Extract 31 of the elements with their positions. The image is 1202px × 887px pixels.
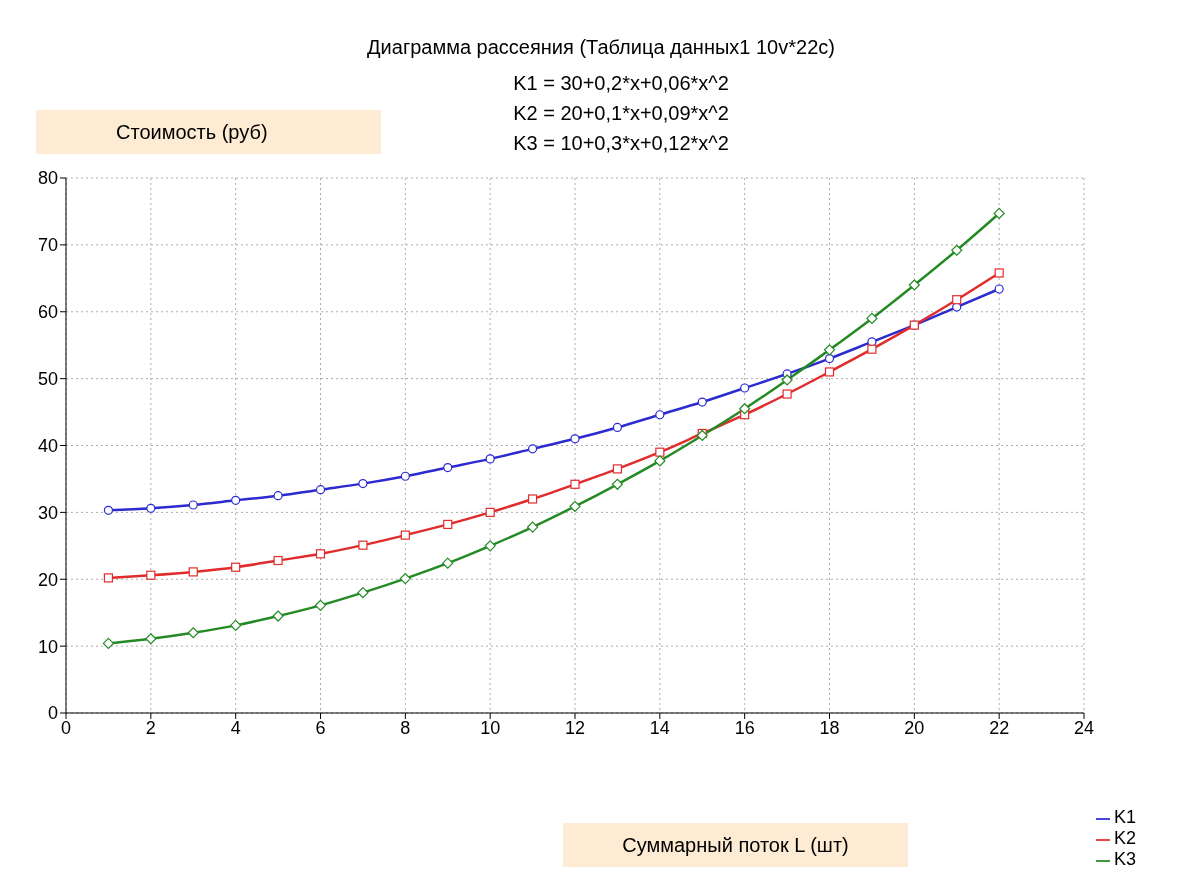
x-tick-label: 14 [649,717,670,738]
x-tick-label: 6 [315,717,326,738]
legend-label: K2 [1114,828,1137,848]
x-tick-label: 0 [60,717,72,738]
x-axis-title: Суммарный поток L (шт) [563,823,908,867]
x-tick-label: 4 [230,717,241,738]
y-tick-label: 60 [37,302,58,323]
y-tick-label: 80 [37,168,58,189]
x-tick-label: 8 [400,717,411,738]
text: K3 = 10+0,3*x+0,12*x^2 [513,132,729,154]
y-tick-label: 0 [47,703,58,724]
text: K1 = 30+0,2*x+0,06*x^2 [512,71,730,96]
y-tick-label: 30 [37,502,58,523]
y-axis-title: Стоимость (руб) [36,110,381,154]
x-tick-label: 20 [904,717,925,738]
chart-title: Диаграмма рассеяния (Таблица данных1 10v*22c) [366,36,836,59]
x-tick-label: 12 [564,717,586,738]
legend-label: K3 [1114,849,1137,869]
x-tick-label: 24 [1073,717,1095,738]
y-tick-label: 40 [37,435,58,456]
x-tick-label: 2 [145,717,156,738]
y-tick-label: 50 [37,369,58,390]
y-tick-label: 20 [37,569,58,590]
y-tick-label: 70 [37,235,58,256]
x-tick-label: 16 [734,717,755,738]
x-tick-label: 18 [819,717,840,738]
x-tick-label: 22 [989,717,1010,738]
legend-label: K1 [1114,807,1137,827]
text: K2 = 20+0,1*x+0,09*x^2 [513,102,729,124]
x-tick-label: 10 [480,717,501,738]
y-tick-label: 10 [37,636,58,657]
